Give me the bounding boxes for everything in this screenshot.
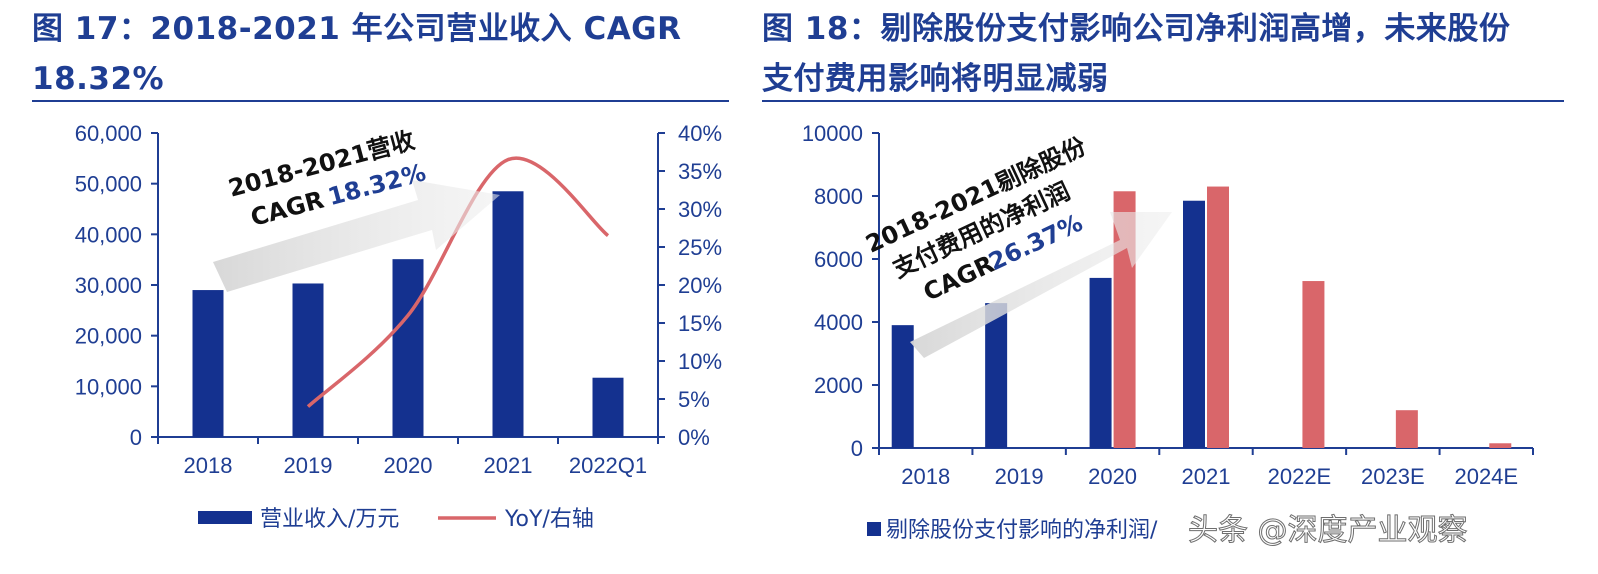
y2-tick-label: 30% bbox=[678, 197, 722, 222]
cagr-arrow bbox=[213, 180, 500, 292]
y2-tick-label: 10% bbox=[678, 349, 722, 374]
y-tick-label: 8000 bbox=[814, 184, 863, 209]
right-title-rule bbox=[762, 100, 1564, 102]
y-tick-label: 60,000 bbox=[75, 121, 142, 146]
right-chart-title-line2: 支付费用影响将明显减弱 bbox=[762, 61, 1109, 97]
x-tick-label: 2020 bbox=[1088, 464, 1137, 489]
left-chart: 0 10,000 20,000 30,000 40,000 50,000 60,000 0% 5… bbox=[75, 121, 722, 532]
y2-tick-label: 15% bbox=[678, 311, 722, 336]
y-tick-label: 0 bbox=[851, 436, 863, 461]
x-tick-label: 2023E bbox=[1361, 464, 1425, 489]
y2-tick-label: 25% bbox=[678, 235, 722, 260]
y-tick-label: 4000 bbox=[814, 310, 863, 335]
legend-yoy-label: YoY/右轴 bbox=[504, 507, 594, 532]
x-tick-label: 2020 bbox=[384, 453, 433, 478]
x-tick-label: 2022Q1 bbox=[569, 453, 647, 478]
net-profit-bar bbox=[891, 325, 914, 448]
revenue-bar bbox=[192, 290, 224, 437]
revenue-bar bbox=[292, 283, 324, 437]
y2-tick-label: 5% bbox=[678, 387, 710, 412]
y-tick-label: 10,000 bbox=[75, 374, 142, 399]
left-title-rule bbox=[32, 100, 729, 102]
share-payment-bar bbox=[1395, 410, 1418, 448]
y-tick-label: 30,000 bbox=[75, 273, 142, 298]
y-tick-label: 40,000 bbox=[75, 222, 142, 247]
y2-tick-label: 35% bbox=[678, 159, 722, 184]
net-profit-bar bbox=[985, 303, 1008, 448]
x-tick-label: 2019 bbox=[284, 453, 333, 478]
x-tick-label: 2019 bbox=[995, 464, 1044, 489]
share-payment-bar bbox=[1489, 443, 1512, 448]
y2-tick-label: 0% bbox=[678, 425, 710, 450]
legend-revenue-label: 营业收入/万元 bbox=[260, 507, 399, 532]
y-tick-label: 20,000 bbox=[75, 324, 142, 349]
revenue-bar bbox=[592, 377, 624, 437]
x-tick-label: 2021 bbox=[1182, 464, 1231, 489]
legend-revenue-swatch bbox=[198, 511, 252, 524]
y-tick-label: 2000 bbox=[814, 373, 863, 398]
x-tick-label: 2024E bbox=[1454, 464, 1518, 489]
x-tick-label: 2021 bbox=[484, 453, 533, 478]
right-chart-title-line1: 图 18：剔除股份支付影响公司净利润高增，未来股份 bbox=[762, 11, 1511, 47]
left-chart-title-line2: 18.32% bbox=[32, 61, 165, 97]
x-tick-label: 2018 bbox=[901, 464, 950, 489]
y-tick-label: 50,000 bbox=[75, 172, 142, 197]
y-tick-label: 0 bbox=[130, 425, 142, 450]
net-profit-bar bbox=[1089, 277, 1112, 448]
watermark-text: 头条 @深度产业观察 bbox=[1188, 513, 1468, 548]
y-tick-label: 6000 bbox=[814, 247, 863, 272]
legend-net-profit-swatch bbox=[867, 522, 881, 536]
net-profit-bar bbox=[1183, 200, 1205, 448]
share-payment-bar bbox=[1207, 186, 1229, 449]
y2-tick-label: 40% bbox=[678, 121, 722, 146]
revenue-bar bbox=[392, 259, 424, 437]
y2-tick-label: 20% bbox=[678, 273, 722, 298]
share-payment-bar bbox=[1302, 281, 1325, 448]
cagr-arrow bbox=[910, 212, 1172, 358]
x-tick-label: 2022E bbox=[1268, 464, 1332, 489]
y-tick-label: 10000 bbox=[802, 121, 863, 146]
x-tick-label: 2018 bbox=[184, 453, 233, 478]
left-chart-title-line1: 图 17：2018-2021 年公司营业收入 CAGR bbox=[32, 11, 682, 47]
revenue-bar bbox=[492, 191, 524, 437]
legend-net-profit-label: 剔除股份支付影响的净利润/ bbox=[886, 518, 1158, 543]
right-chart: 0 2000 4000 6000 8000 10000 2018 2019 2020 2021 20… bbox=[802, 121, 1534, 543]
